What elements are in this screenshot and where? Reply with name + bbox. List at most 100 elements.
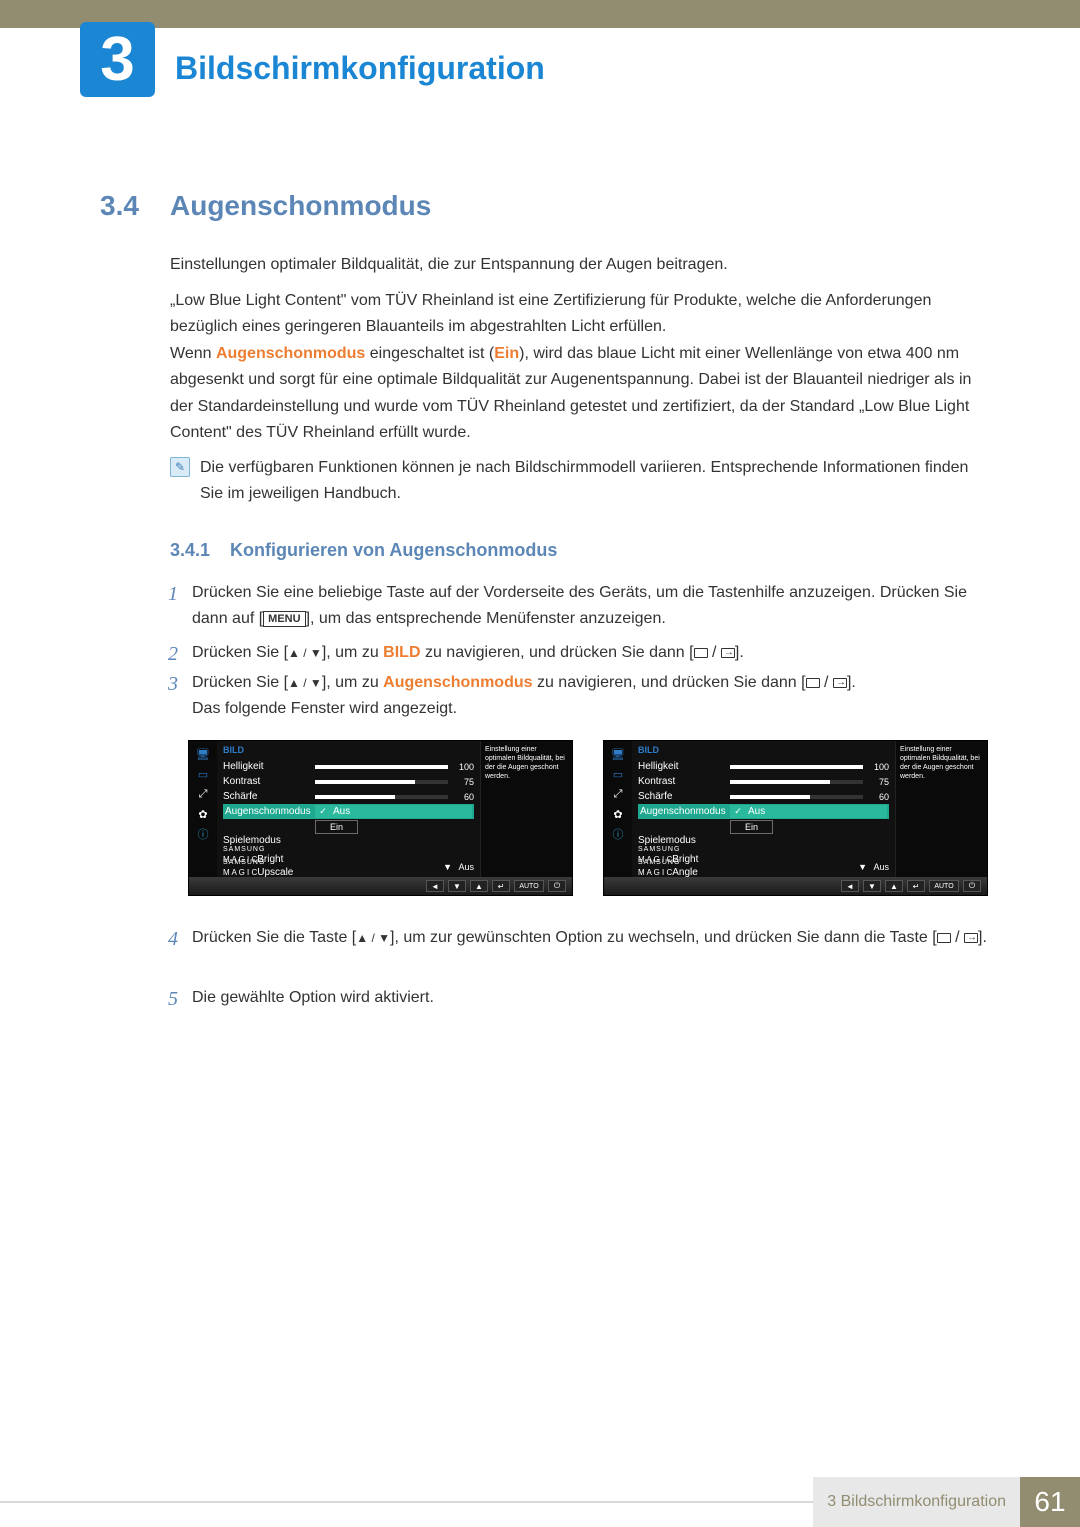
p2-mid: eingeschaltet ist ( [365,345,494,362]
display-icon: 🖥 [609,747,627,761]
aus-option-selected: ✓ Aus [315,805,472,818]
header-bar [0,0,1080,28]
aus-label: Aus [333,806,350,817]
osd-enter-icon: ↵ [492,880,510,892]
kontrast-bar [315,780,448,784]
note-icon [170,457,190,477]
chapter-number-badge: 3 [80,22,155,97]
helligkeit-value: 100 [452,762,474,772]
osd-row-schaerfe: Schärfe 60 [638,789,889,804]
intro-paragraph-1: Einstellungen optimaler Bildqualität, di… [170,252,990,278]
step-4-text-b: ], um zur gewünschten Option zu wechseln… [390,929,937,946]
rect-arrow-icon [721,648,735,658]
osd-info-panel: Einstellung einer optimalen Bildqualität… [480,741,572,877]
osd-auto-button: AUTO [514,880,544,892]
osd-footer: ◄ ▼ ▲ ↵ AUTO ⏻ [604,877,987,895]
check-icon: ✓ [317,806,329,818]
step-3-text-a: Drücken Sie [ [192,674,288,691]
osd-row-helligkeit: Helligkeit 100 [638,759,889,774]
samsung-brand: SAMSUNG [223,846,265,853]
aus-option-selected: ✓Aus [730,805,887,818]
osd-menu-2: 🖥 ▭ ⤢ ✿ ⓘ BILD Helligkeit 100 Kontrast 7… [603,740,988,896]
helligkeit-bar [730,765,863,769]
step-4-text-a: Drücken Sie die Taste [ [192,929,356,946]
osd-up-icon: ▲ [470,880,488,892]
kontrast-value: 75 [867,777,889,787]
osd-title: BILD [223,745,474,755]
footer-chapter-text: 3 Bildschirmkonfiguration [813,1477,1020,1527]
samsung-brand: SAMSUNG [638,846,680,853]
subsection-title: Konfigurieren von Augenschonmodus [230,540,557,561]
subsection-number: 3.4.1 [170,540,210,561]
footer-divider [0,1501,813,1527]
osd-main: BILD Helligkeit 100 Kontrast 75 Schärfe … [632,741,895,877]
osd-ein-row: Ein [638,819,889,834]
magic-label: M A G I C [223,868,257,877]
aus-label: Aus [748,806,765,817]
rect-arrow-icon [964,933,978,943]
step-3-hl-augenschonmodus: Augenschonmodus [383,674,532,691]
schaerfe-value: 60 [452,792,474,802]
step-2-hl-bild: BILD [383,644,420,661]
samsung-brand: SAMSUNG [638,859,680,866]
p2-hl-augenschonmodus: Augenschonmodus [216,345,365,362]
resize-icon: ⤢ [194,787,212,801]
schaerfe-value: 60 [867,792,889,802]
step-2: 2 Drücken Sie [▲ / ▼], um zu BILD zu nav… [170,640,990,666]
up-down-icon: ▲ / ▼ [288,646,322,660]
magic-label: M A G I C [638,868,672,877]
schaerfe-label: Schärfe [638,791,726,802]
section-title: Augenschonmodus [170,190,431,222]
step-3-text-c: zu navigieren, und drücken Sie dann [ [533,674,806,691]
upscale-label: Upscale [257,867,293,878]
ein-option: Ein [315,820,358,834]
step-3: 3 Drücken Sie [▲ / ▼], um zu Augenschonm… [170,670,990,723]
osd-title: BILD [638,745,889,755]
rect-icon [937,933,951,943]
step-3-text-b: ], um zu [322,674,383,691]
kontrast-value: 75 [452,777,474,787]
step-5-text: Die gewählte Option wird aktiviert. [192,985,990,1011]
osd-sidebar: 🖥 ▭ ⤢ ✿ ⓘ [604,741,632,877]
step-5: 5 Die gewählte Option wird aktiviert. [170,985,990,1011]
step-3-text-d: ]. [847,674,856,691]
osd-row-helligkeit: Helligkeit 100 [223,759,474,774]
ein-option: Ein [730,820,773,834]
aus-value: Aus [452,862,474,872]
samsung-brand: SAMSUNG [223,859,265,866]
osd-power-icon: ⏻ [963,880,981,892]
helligkeit-bar [315,765,448,769]
osd-row-kontrast: Kontrast 75 [638,774,889,789]
helligkeit-label: Helligkeit [223,761,311,772]
step-2-text-a: Drücken Sie [ [192,644,288,661]
resize-icon: ⤢ [609,787,627,801]
info-icon: ⓘ [609,827,627,841]
angle-label: Angle [672,867,698,878]
osd-up-icon: ▲ [885,880,903,892]
step-1-text-b: ], um das entsprechende Menüfenster anzu… [306,610,666,627]
chapter-title: Bildschirmkonfiguration [175,50,545,87]
step-2-text-b: ], um zu [322,644,383,661]
step-1: 1 Drücken Sie eine beliebige Taste auf d… [170,580,990,633]
osd-down-icon: ▼ [863,880,881,892]
step-4-number: 4 [168,923,178,956]
osd-main: BILD Helligkeit 100 Kontrast 75 Schärfe … [217,741,480,877]
p2-pre: Wenn [170,345,216,362]
augenschonmodus-label: Augenschonmodus [225,806,311,817]
osd-enter-icon: ↵ [907,880,925,892]
page-footer: 3 Bildschirmkonfiguration 61 [0,1477,1080,1527]
osd-screenshots: 🖥 ▭ ⤢ ✿ ⓘ BILD Helligkeit 100 Kontrast 7… [188,740,988,896]
step-2-text-c: zu navigieren, und drücken Sie dann [ [421,644,694,661]
up-down-icon: ▲ / ▼ [356,931,390,945]
osd-row-schaerfe: Schärfe 60 [223,789,474,804]
osd-row-kontrast: Kontrast 75 [223,774,474,789]
osd-row-augenschonmodus: Augenschonmodus ✓ Aus [223,804,474,819]
rect-arrow-icon [833,678,847,688]
settings-icon: ✿ [194,807,212,821]
rect-icon [806,678,820,688]
step-1-number: 1 [168,578,178,611]
menu-button-label: MENU [263,611,305,627]
osd-sidebar: 🖥 ▭ ⤢ ✿ ⓘ [189,741,217,877]
kontrast-label: Kontrast [223,776,311,787]
schaerfe-bar [315,795,448,799]
